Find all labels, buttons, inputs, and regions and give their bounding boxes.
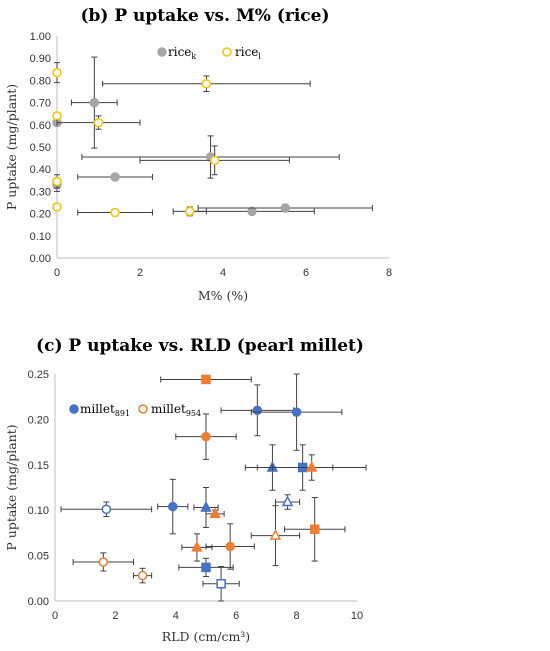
x-tick-label: 8 [386,267,392,279]
data-point [216,578,226,589]
data-point [209,507,221,519]
data-point [225,541,235,552]
x-axis-label: RLD (cm/cm³) [162,629,250,644]
y-tick-label: 0.70 [30,98,51,110]
legend-label: millet954 [151,402,201,418]
legend-marker [138,404,148,414]
data-point [201,562,211,573]
data-point [52,176,62,187]
chart-b: 0.00 0.10 0.20 0.30 0.40 0.50 0.60 0.70 0.80 0.90… [4,31,392,303]
x-tick-label: 6 [303,267,309,279]
data-point [280,203,290,213]
y-tick-label: 0.20 [28,414,49,426]
data-point [168,501,178,512]
series-millet_954 [72,374,367,584]
x-tick-label: 4 [173,610,179,622]
y-tick-label: 1.00 [30,31,51,43]
data-point [201,374,211,385]
y-tick-label: 0.10 [30,231,51,243]
data-point [281,495,294,507]
y-tick-label: 0.80 [30,75,51,87]
data-point [52,67,62,78]
data-point [201,431,211,442]
y-tick-label: 0.20 [30,209,51,221]
y-tick-label: 0.10 [28,505,49,517]
data-point [309,524,320,535]
y-tick-label: 0.90 [30,53,51,65]
data-point [209,155,220,166]
data-point [89,97,100,108]
data-point [52,202,62,212]
y-axis-label: P uptake (mg/plant) [4,84,19,210]
data-point [269,529,282,540]
legend-marker [222,47,232,57]
y-tick-label: 0.50 [30,142,51,154]
data-point [291,407,302,417]
data-point [247,206,257,217]
y-axis-label: P uptake (mg/plant) [4,424,19,550]
series-millet_891 [60,373,343,602]
data-point [305,460,318,472]
data-point [191,540,203,552]
legend-label: ricek [168,45,196,61]
x-tick-label: 0 [52,610,58,622]
y-tick-label: 0.30 [30,186,51,198]
y-tick-label: 0.00 [30,253,51,265]
x-tick-label: 6 [233,610,239,622]
x-tick-label: 2 [137,267,143,279]
data-point [93,117,104,128]
data-point [52,111,62,121]
x-tick-label: 4 [220,267,226,279]
legend-marker [69,404,79,414]
y-tick-label: 0.40 [30,164,51,176]
data-point [98,557,109,567]
chart-b-title: (b) P uptake vs. M% (rice) [80,6,330,26]
x-tick-label: 2 [112,610,118,622]
data-point [185,206,195,217]
data-point [252,405,263,416]
legend-marker [157,47,167,57]
data-point [137,570,148,581]
series-rice_k [52,56,373,217]
legend-label: millet891 [80,402,130,418]
data-point [201,78,212,89]
series-rice_l [52,62,311,218]
chart-c: 0.00 0.05 0.10 0.15 0.20 0.25 0 2 4 6 8 10 RLD (cm/c… [4,369,367,644]
data-point [110,207,120,218]
x-tick-label: 0 [54,267,60,279]
y-tick-label: 0.60 [30,120,51,132]
data-point [101,504,112,515]
y-tick-label: 0.00 [28,596,49,608]
data-point [110,172,120,182]
x-axis-label: M% (%) [198,288,248,303]
x-tick-label: 10 [351,610,363,622]
data-point [200,500,212,512]
x-tick-label: 8 [294,610,300,622]
y-tick-label: 0.25 [28,369,49,381]
chart-c-title: (c) P uptake vs. RLD (pearl millet) [36,336,364,356]
y-tick-label: 0.05 [28,551,49,563]
y-tick-label: 0.15 [28,460,49,472]
legend-label: ricel [235,45,261,61]
